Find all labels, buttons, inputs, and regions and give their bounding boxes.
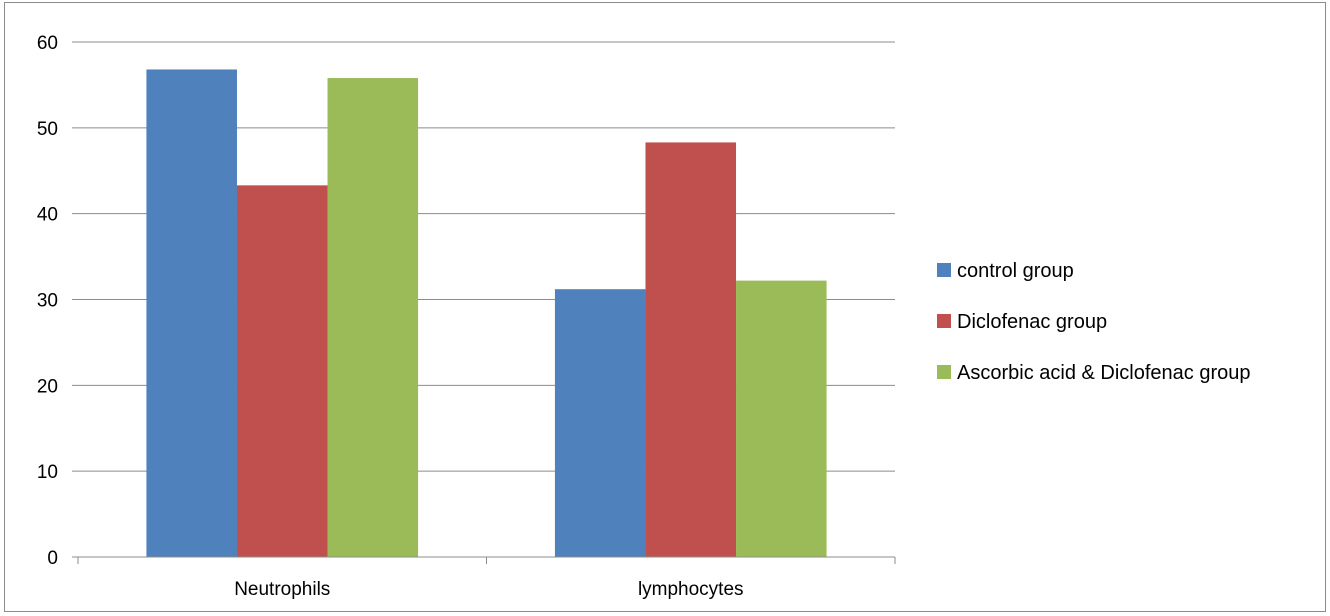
y-tick-label-6: 60 [37, 33, 58, 54]
y-tick-label-2: 20 [37, 376, 58, 397]
legend: control group Diclofenac group Ascorbic ac… [937, 260, 1250, 384]
y-tick-label-5: 50 [37, 119, 58, 140]
bar-0-1 [236, 185, 328, 557]
y-tick-label-3: 30 [37, 291, 58, 312]
bar-1-1 [645, 142, 737, 558]
x-tick-label-0: Neutrophils [234, 579, 330, 600]
y-tick-label-0: 0 [47, 548, 58, 569]
legend-label-1: Diclofenac group [957, 311, 1107, 333]
bar-1-0 [554, 289, 646, 557]
legend-label-0: control group [957, 260, 1074, 282]
y-tick-label-4: 40 [37, 205, 58, 226]
bar-1-2 [736, 280, 827, 557]
legend-swatch-2 [937, 365, 951, 379]
y-tick-label-1: 10 [37, 462, 58, 483]
x-tick-labels: Neutrophils lymphocytes [234, 579, 743, 600]
legend-swatch-0 [937, 263, 951, 277]
bar-0-0 [146, 69, 237, 557]
legend-swatch-1 [937, 314, 951, 328]
bars [146, 69, 827, 558]
x-tick-label-1: lymphocytes [638, 579, 744, 600]
bar-0-2 [327, 78, 419, 558]
y-tick-labels: 0 10 20 30 40 50 60 [37, 33, 58, 569]
legend-label-2: Ascorbic acid & Diclofenac group [957, 362, 1250, 384]
